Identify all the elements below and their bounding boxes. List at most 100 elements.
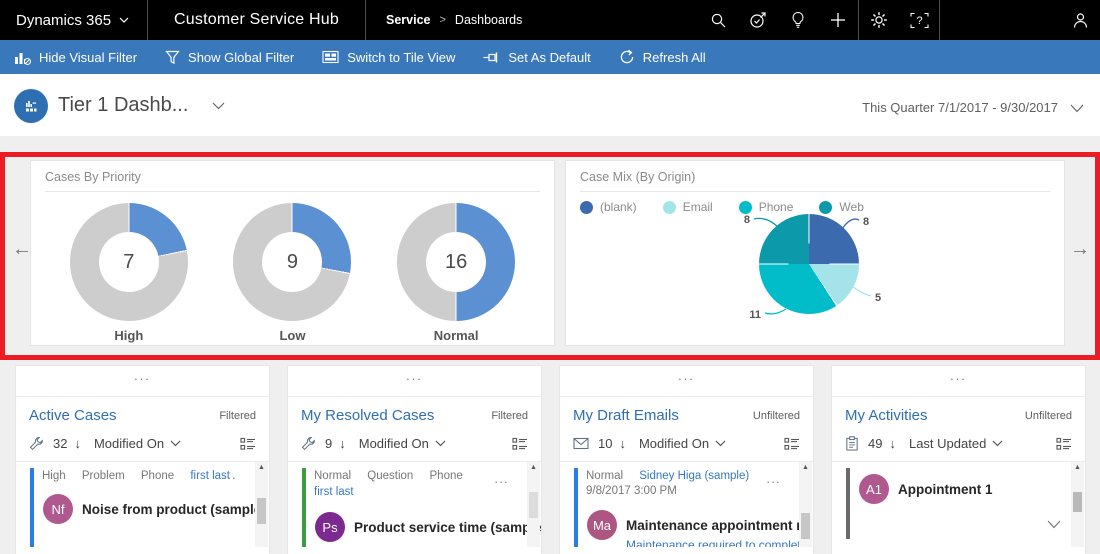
sort-by-label: Modified On — [638, 436, 710, 451]
stream-menu-button[interactable]: ... — [950, 368, 967, 383]
chart-title: Cases By Priority — [45, 161, 540, 192]
scroll-up-arrow[interactable]: ▲ — [258, 464, 265, 471]
sort-by-dropdown[interactable]: Modified On — [359, 436, 446, 451]
record-title-link[interactable]: Appointment 1 — [898, 482, 993, 497]
sort-descending-icon[interactable]: ↓ — [619, 436, 626, 451]
divider — [560, 461, 813, 462]
record-title-link[interactable]: Maintenance appointment re... — [626, 518, 813, 533]
card-view-selector-icon[interactable] — [784, 437, 800, 451]
donut-label-low: Low — [279, 328, 306, 343]
item-menu-button[interactable]: ... — [494, 472, 509, 486]
lightbulb-icon — [792, 11, 804, 28]
guided-help-button[interactable] — [778, 0, 818, 40]
help-button[interactable]: ? — [899, 0, 939, 40]
hide-visual-filter-button[interactable]: Hide Visual Filter — [0, 40, 151, 74]
record-tags: Normal Sidney Higa (sample) — [586, 470, 749, 482]
customer-link[interactable]: first last — [190, 470, 230, 482]
record-tags-line2: first last — [314, 486, 354, 498]
divider — [832, 396, 1085, 397]
timeframe-selector[interactable]: This Quarter 7/1/2017 - 9/30/2017 — [862, 100, 1058, 115]
legend-item-email: Email — [662, 200, 713, 214]
card-view-selector-icon[interactable] — [240, 437, 256, 451]
divider — [288, 461, 541, 462]
tag-origin: Phone — [429, 470, 463, 482]
profile-button[interactable] — [1060, 0, 1100, 40]
set-as-default-button[interactable]: Set As Default — [469, 40, 604, 74]
stream-title[interactable]: My Resolved Cases — [301, 407, 435, 424]
sort-by-dropdown[interactable]: Last Updated — [909, 436, 1003, 451]
dashboard-title[interactable]: Tier 1 Dashb... — [58, 94, 189, 116]
dynamics-365-menu[interactable]: Dynamics 365 — [0, 0, 147, 40]
divider — [147, 0, 149, 40]
app-name[interactable]: Customer Service Hub — [174, 11, 339, 28]
breadcrumb-area[interactable]: Service — [386, 13, 431, 27]
card-view-selector-icon[interactable] — [512, 437, 528, 451]
sort-by-label: Modified On — [358, 436, 429, 451]
legend-item-phone: Phone — [738, 200, 793, 214]
scrollbar-thumb[interactable] — [529, 492, 538, 518]
switch-tile-view-label: Switch to Tile View — [347, 49, 456, 65]
recipient-link[interactable]: Sidney Higa (sample) — [639, 470, 750, 482]
donut-chart-low[interactable]: 9 — [233, 203, 352, 321]
chevron-down-icon[interactable] — [212, 102, 225, 110]
chevron-down-icon — [435, 440, 446, 447]
donut-chart-high[interactable]: 7 — [69, 203, 188, 321]
stream-menu-button[interactable]: ... — [134, 368, 151, 383]
refresh-all-button[interactable]: Refresh All — [605, 40, 720, 74]
activity-accent-bar — [846, 468, 850, 539]
sort-descending-icon[interactable]: ↓ — [74, 436, 81, 451]
record-timestamp: 9/8/2017 3:00 PM — [586, 485, 677, 497]
record-avatar: Ps — [315, 512, 345, 542]
scrollbar-thumb[interactable] — [1073, 492, 1082, 512]
stream-title[interactable]: Active Cases — [29, 407, 117, 424]
search-button[interactable] — [698, 0, 738, 40]
sort-by-dropdown[interactable]: Modified On — [94, 436, 181, 451]
record-subject-link[interactable]: Maintenance required to complet... — [626, 538, 811, 547]
scroll-up-arrow[interactable]: ▲ — [530, 464, 537, 471]
donut-label-normal: Normal — [433, 328, 479, 343]
record-title-link[interactable]: Noise from product (sample) — [82, 502, 266, 517]
command-bar: Hide Visual Filter Show Global Filter Sw… — [0, 40, 1100, 74]
sort-by-dropdown[interactable]: Modified On — [639, 436, 726, 451]
quick-create-button[interactable] — [818, 0, 858, 40]
breadcrumb-page[interactable]: Dashboards — [454, 13, 523, 27]
pie-label-email: 5 — [875, 292, 881, 304]
chevron-down-icon — [992, 440, 1003, 447]
carousel-next-arrow[interactable]: → — [1070, 238, 1090, 260]
scroll-up-arrow[interactable]: ▲ — [802, 464, 809, 471]
task-flows-button[interactable] — [738, 0, 778, 40]
stream-menu-button[interactable]: ... — [678, 368, 695, 383]
filter-state-badge: Unfiltered — [752, 409, 800, 422]
expand-chevron-icon[interactable] — [1047, 520, 1061, 529]
dashboard-icon — [26, 101, 37, 112]
stream-title[interactable]: My Draft Emails — [573, 407, 679, 424]
scroll-up-arrow[interactable]: ▲ — [1074, 464, 1081, 471]
pie-label-phone: 11 — [749, 309, 761, 321]
chevron-down-icon[interactable] — [1070, 104, 1084, 113]
stream-title[interactable]: My Activities — [845, 407, 928, 424]
sort-by-label: Modified On — [93, 436, 165, 451]
card-view-selector-icon[interactable] — [1056, 437, 1072, 451]
pie-label-web: 8 — [744, 214, 750, 226]
scrollbar-thumb[interactable] — [257, 498, 266, 524]
record-title-link[interactable]: Product service time (sample) — [354, 520, 541, 535]
scrollbar-thumb[interactable] — [801, 513, 810, 539]
pie-chart-case-mix[interactable] — [759, 214, 859, 314]
switch-tile-view-button[interactable]: Switch to Tile View — [308, 40, 469, 74]
sort-descending-icon[interactable]: ↓ — [339, 436, 346, 451]
show-global-filter-button[interactable]: Show Global Filter — [151, 40, 308, 74]
settings-button[interactable] — [859, 0, 899, 40]
donut-chart-normal[interactable]: 16 — [397, 203, 516, 321]
stream-menu-button[interactable]: ... — [406, 368, 423, 383]
topbar-icon-group: ? — [698, 0, 1100, 40]
search-icon — [711, 13, 725, 27]
sort-descending-icon[interactable]: ↓ — [889, 436, 896, 451]
item-menu-button[interactable]: ... — [766, 472, 781, 486]
divider — [16, 396, 269, 397]
user-avatar-icon — [1073, 12, 1087, 28]
tag-origin: Phone — [140, 470, 175, 482]
item-menu-button[interactable]: ... — [222, 468, 237, 482]
stream-card-my-activities: ... My Activities Unfiltered 49 ↓ Last U… — [831, 365, 1086, 554]
customer-link[interactable]: first last — [314, 486, 354, 498]
carousel-previous-arrow[interactable]: ← — [12, 238, 32, 260]
